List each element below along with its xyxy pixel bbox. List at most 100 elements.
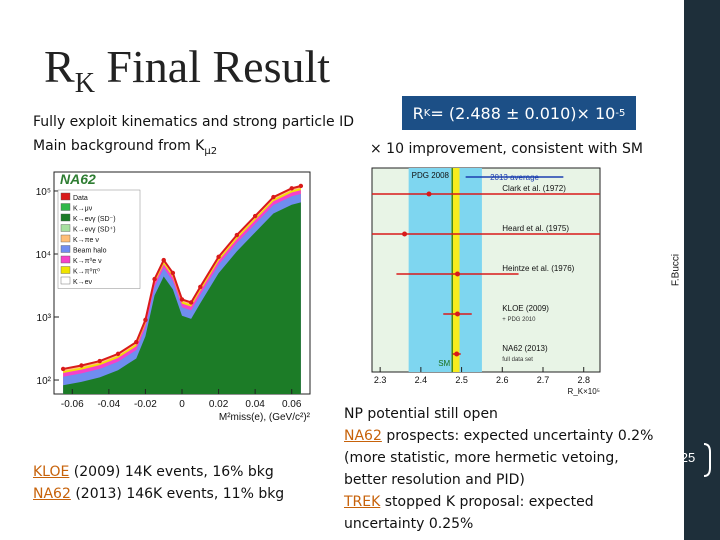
legend-swatch	[60, 234, 71, 243]
slide-title: RK Final Result	[44, 41, 331, 98]
data-point	[179, 297, 185, 302]
x-tick-label: 2.6	[496, 375, 509, 385]
rk-value: = (2.488 ± 0.010)× 10	[430, 103, 616, 123]
outlook-line-2: NA62 prospects: expected uncertainty 0.2…	[344, 425, 653, 447]
data-point	[216, 254, 221, 260]
x-tick-label: -0.06	[61, 399, 84, 410]
band-label: PDG 2008	[412, 171, 450, 180]
bullet-background-text: Main background from K	[33, 138, 205, 154]
rk-result-box: R K = (2.488 ± 0.010)× 10 -5	[402, 96, 636, 130]
outlook-trek-text: stopped K proposal: expected	[380, 494, 594, 510]
y-tick-label: 10⁵	[36, 187, 51, 198]
measurement-point	[455, 271, 460, 277]
rk-subscript: K	[423, 107, 431, 119]
x-tick-label: 2.5	[455, 375, 468, 385]
rk-world-data-chart: PDG 2008 2013 average SM Clark et al. (1972…	[371, 167, 601, 396]
stack-k-mu-nu	[63, 202, 301, 394]
bullet-kinematics: Fully exploit kinematics and strong part…	[33, 114, 354, 130]
measurement-label: KLOE (2009)	[502, 304, 549, 313]
outlook-na62-text: prospects: expected uncertainty 0.2%	[381, 428, 654, 444]
outlook-line-5: TREK stopped K proposal: expected	[344, 491, 653, 513]
missing-mass-chart: -0.06 -0.04 -0.02 0 0.02 0.04 0.06 10² 10³ 10⁴ 10⁵…	[36, 171, 311, 423]
x-tick-label: -0.04	[97, 399, 120, 410]
data-line	[62, 185, 302, 370]
band-label: 2013 average	[490, 173, 539, 182]
outlook-na62: NA62	[344, 428, 382, 444]
legend-entry: Data	[73, 195, 88, 202]
title-subscript: K	[74, 68, 95, 99]
data-point	[143, 317, 148, 323]
sidebar-edge	[668, 0, 684, 540]
x-tick-label: 2.3	[374, 375, 387, 385]
measurement-label: Clark et al. (1972)	[502, 184, 566, 193]
title-main: R	[44, 41, 75, 92]
bullet-background: Main background from Kμ2	[33, 138, 217, 157]
legend-entry: K→eν	[73, 279, 93, 286]
experiment-label: NA62	[60, 171, 96, 187]
legend-swatch	[60, 266, 71, 274]
page-number-brackets	[661, 443, 711, 477]
na62-name: NA62	[33, 486, 71, 502]
x-axis-label: M²miss(e), (GeV/c²)²	[219, 412, 311, 423]
data-point	[271, 194, 276, 200]
x-tick-label: -0.02	[134, 399, 157, 410]
improvement-text: × 10 improvement, consistent with SM	[370, 141, 643, 157]
measurement-point	[426, 191, 432, 197]
kloe-stats: KLOE (2009) 14K events, 16% bkg	[33, 464, 274, 480]
x-tick-label: 0	[179, 399, 185, 410]
legend-swatch	[60, 245, 71, 253]
data-point	[252, 213, 258, 219]
rk-exponent: -5	[615, 107, 626, 119]
bullet-background-sub: μ2	[204, 145, 218, 157]
outlook-text: NP potential still open NA62 prospects: …	[344, 403, 653, 535]
data-point	[60, 366, 66, 372]
outlook-line-4: better resolution and PID)	[344, 472, 525, 488]
measurement-note: + PDG 2010	[502, 317, 536, 323]
kloe-stats-text: (2009) 14K events, 16% bkg	[69, 464, 274, 480]
data-point	[134, 339, 139, 345]
x-tick-label: 0.02	[209, 399, 229, 410]
band-label: SM	[438, 359, 450, 368]
measurement-note: full data set	[502, 357, 533, 363]
na62-stats-text: (2013) 146K events, 11% bkg	[70, 486, 285, 502]
y-tick-label: 10³	[37, 313, 52, 324]
legend-swatch	[60, 192, 71, 201]
data-point	[161, 257, 166, 263]
data-point	[198, 284, 203, 290]
rk-label: R	[412, 103, 424, 123]
x-tick-label: 2.4	[415, 375, 428, 385]
data-point	[234, 232, 240, 238]
legend-entry: K→eνγ (SD⁻)	[73, 216, 116, 223]
legend-box	[57, 189, 141, 289]
legend-swatch	[60, 276, 71, 285]
legend-entry: K→μν	[73, 206, 93, 213]
outlook-line-3: (more statistic, more hermetic vetoing,	[344, 450, 619, 466]
pdg2008-band	[408, 168, 482, 372]
legend-swatch	[60, 224, 71, 232]
y-tick-label: 10⁴	[36, 250, 51, 261]
outlook-line-1: NP potential still open	[344, 406, 498, 422]
x-tick-label: 2.8	[577, 375, 590, 385]
measurement-point	[402, 231, 408, 237]
x-axis-label: R_K×10⁵	[568, 387, 600, 396]
data-point	[79, 363, 84, 368]
measurement-point	[455, 311, 460, 317]
x-tick-label: 0.04	[245, 399, 265, 410]
legend-swatch	[60, 255, 71, 264]
x-tick-label: 2.7	[537, 375, 550, 385]
data-point	[188, 300, 194, 305]
kloe-name: KLOE	[33, 464, 70, 480]
data-point	[289, 186, 294, 191]
measurement-label: Heintze et al. (1976)	[502, 264, 574, 273]
data-point	[97, 358, 102, 364]
legend-entry: Beam halo	[73, 248, 107, 255]
outlook-line-6: uncertainty 0.25%	[344, 516, 474, 532]
measurement-label: Heard et al. (1975)	[502, 224, 569, 233]
data-point	[170, 270, 176, 276]
title-rest: Final Result	[94, 41, 331, 92]
outlook-trek: TREK	[344, 494, 381, 510]
y-tick-label: 10²	[37, 376, 52, 387]
measurement-point	[454, 351, 460, 357]
average-band	[451, 168, 460, 372]
page-number: 25	[680, 450, 696, 465]
